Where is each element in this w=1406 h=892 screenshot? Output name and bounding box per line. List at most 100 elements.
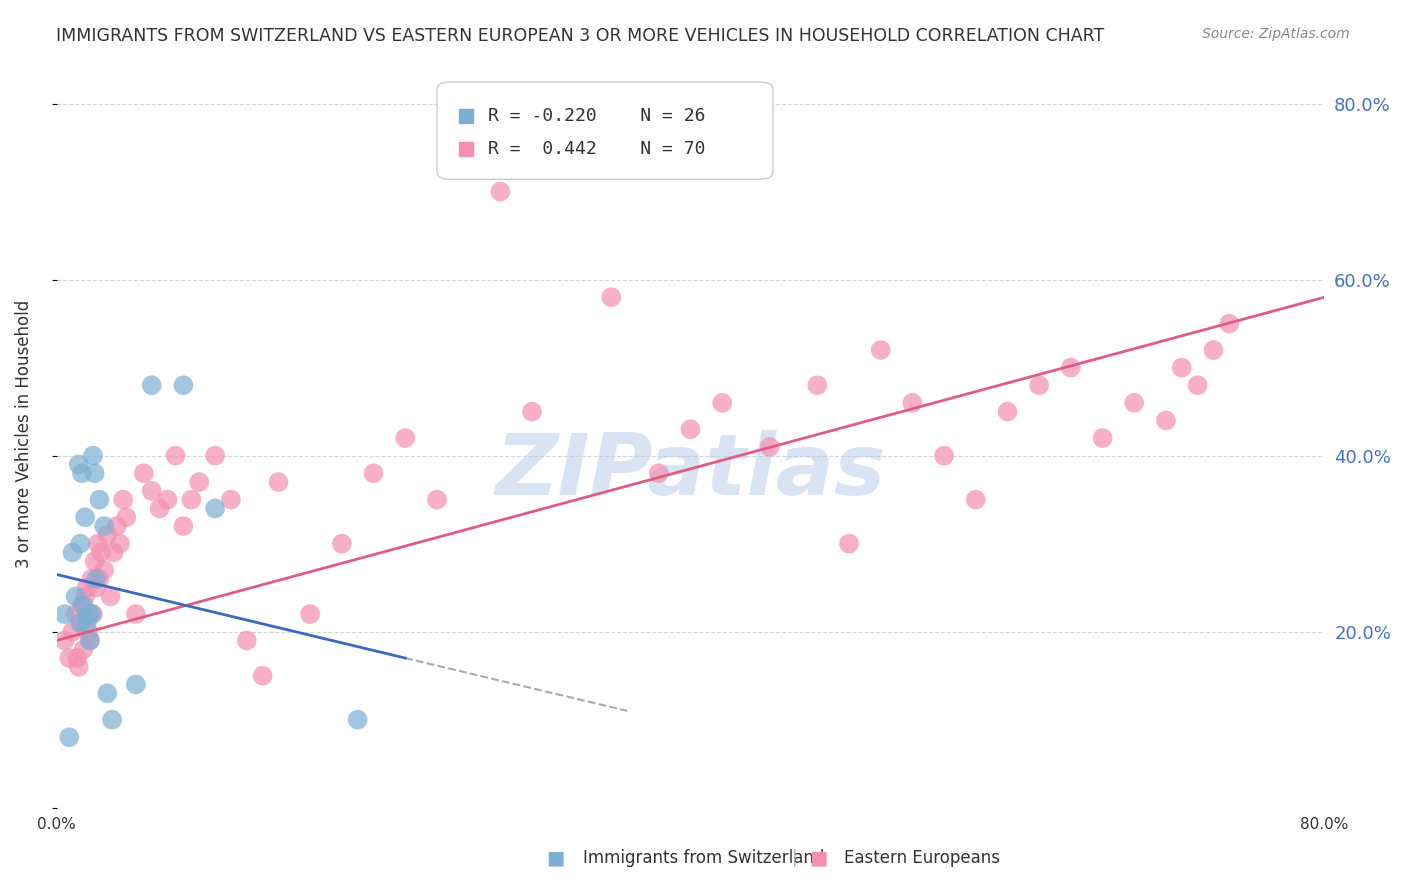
Point [108,536,131,550]
Point [82,607,104,621]
Point [711,396,734,410]
Text: R =  0.442    N = 70: R = 0.442 N = 70 [488,140,706,159]
Point [76,581,98,595]
Point [267,475,290,489]
Text: Immigrants from Switzerland: Immigrants from Switzerland [583,849,825,867]
Point [96,686,118,700]
Point [204,501,226,516]
Point [1202,343,1225,357]
Point [79,633,101,648]
Point [75,510,97,524]
Text: Source: ZipAtlas.com: Source: ZipAtlas.com [1202,27,1350,41]
Text: R = -0.220    N = 26: R = -0.220 N = 26 [488,107,706,125]
Point [90,545,112,559]
Point [932,449,955,463]
Point [1028,378,1050,392]
Point [838,536,860,550]
Point [394,431,416,445]
Point [172,378,194,392]
Point [58,731,80,745]
Point [997,404,1019,418]
Point [115,510,138,524]
Point [489,185,512,199]
Point [236,633,259,648]
Point [165,449,187,463]
Point [96,528,118,542]
Point [1091,431,1114,445]
Point [869,343,891,357]
Point [219,492,242,507]
Point [132,467,155,481]
Point [82,449,104,463]
Point [80,607,103,621]
Point [65,607,87,621]
Point [346,713,368,727]
Point [112,492,135,507]
Point [100,590,122,604]
Point [65,590,87,604]
Point [330,536,353,550]
Point [252,668,274,682]
Point [79,633,101,648]
Text: Eastern Europeans: Eastern Europeans [844,849,1000,867]
Point [67,660,90,674]
Point [62,624,84,639]
Point [70,599,93,613]
Point [77,607,100,621]
Point [62,545,84,559]
Point [53,633,76,648]
Point [89,492,111,507]
Point [75,590,97,604]
Text: IMMIGRANTS FROM SWITZERLAND VS EASTERN EUROPEAN 3 OR MORE VEHICLES IN HOUSEHOLD : IMMIGRANTS FROM SWITZERLAND VS EASTERN E… [56,27,1105,45]
Point [125,607,148,621]
Point [89,572,111,586]
Point [188,475,211,489]
Point [101,713,124,727]
Point [66,651,89,665]
Point [93,519,115,533]
Point [72,642,94,657]
Point [520,404,543,418]
Point [156,492,179,507]
Y-axis label: 3 or more Vehicles in Household: 3 or more Vehicles in Household [15,300,32,568]
Point [58,651,80,665]
Point [93,563,115,577]
Point [426,492,449,507]
Point [1218,317,1240,331]
Point [180,492,202,507]
Point [125,677,148,691]
Point [679,422,702,436]
Point [105,519,128,533]
Point [67,458,90,472]
Point [172,519,194,533]
Text: |: | [792,849,797,867]
Point [83,467,105,481]
Point [77,624,100,639]
Point [83,554,105,568]
FancyBboxPatch shape [437,82,773,179]
Point [69,615,91,630]
Point [76,615,98,630]
Point [87,536,110,550]
Point [53,607,76,621]
Point [103,545,125,559]
Point [84,572,107,586]
Point [806,378,828,392]
Point [1171,360,1194,375]
Point [149,501,172,516]
Point [69,615,91,630]
Point [204,449,226,463]
Point [965,492,987,507]
Text: ■: ■ [808,848,828,867]
Point [141,378,163,392]
Point [600,290,623,304]
Point [758,440,780,454]
Text: ZIPatlas: ZIPatlas [495,430,886,513]
Point [1123,396,1146,410]
Point [1060,360,1083,375]
Point [648,467,671,481]
Point [1187,378,1209,392]
Point [1154,413,1177,427]
Point [80,572,103,586]
Text: ■: ■ [546,848,565,867]
